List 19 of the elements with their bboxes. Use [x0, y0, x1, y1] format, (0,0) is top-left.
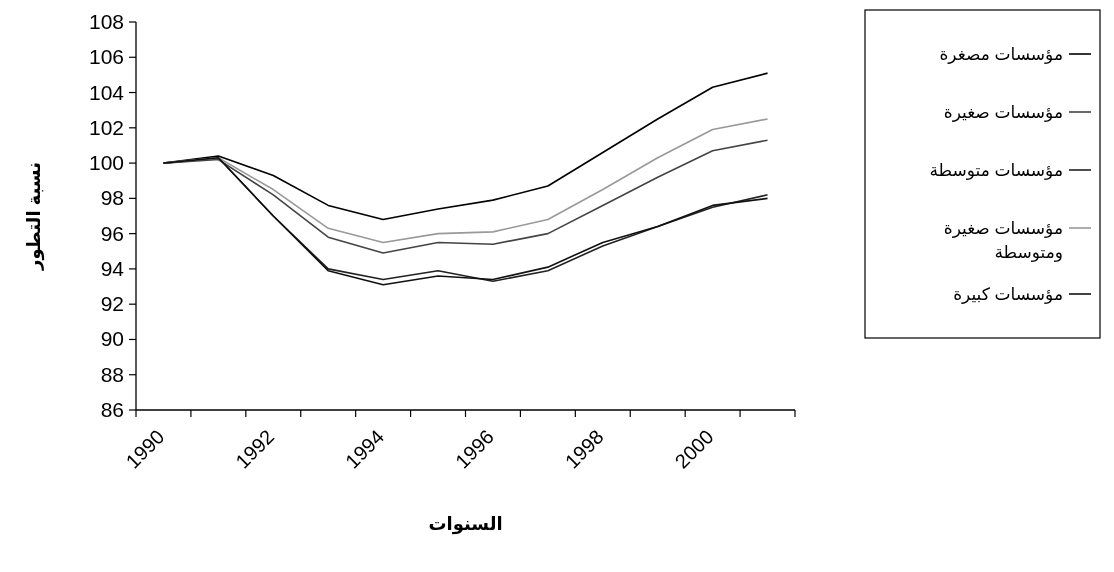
- y-tick-label: 106: [88, 45, 124, 69]
- y-tick-label: 94: [100, 256, 125, 280]
- y-axis-title: نسبة التطور: [24, 162, 45, 271]
- legend-label: مؤسسات صغيرة ومتوسطة: [943, 219, 1063, 262]
- legend-label: مؤسسات مصغرة: [939, 45, 1063, 64]
- y-tick-label: 98: [100, 186, 124, 210]
- y-tick-label: 100: [88, 151, 124, 175]
- legend-label: مؤسسات صغيرة: [943, 103, 1063, 122]
- y-tick-label: 88: [100, 362, 124, 386]
- legend-label: مؤسسات كبيرة: [953, 285, 1063, 304]
- y-tick-label: 86: [100, 398, 124, 421]
- y-tick-label: 104: [88, 80, 125, 104]
- y-tick-label: 90: [100, 327, 124, 351]
- y-tick-label: 92: [100, 292, 124, 316]
- y-tick-label: 96: [100, 221, 124, 245]
- y-tick-label: 108: [88, 10, 124, 33]
- y-tick-label: 102: [88, 115, 124, 139]
- x-axis-title: السنوات: [428, 514, 503, 535]
- legend-label: مؤسسات متوسطة: [929, 161, 1063, 180]
